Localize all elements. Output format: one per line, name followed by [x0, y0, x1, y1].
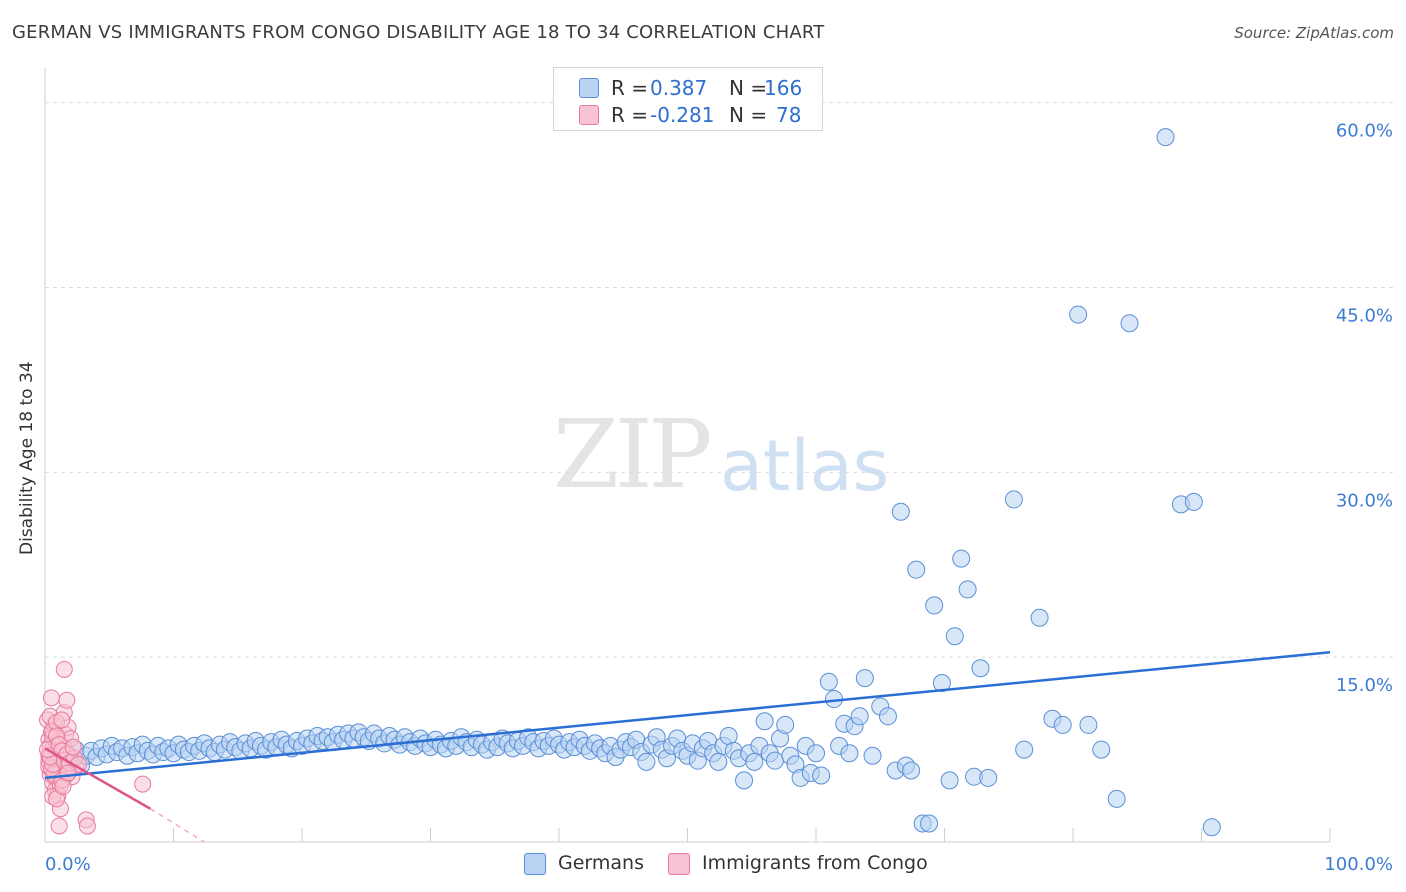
germans-point	[812, 766, 831, 785]
germans-point	[765, 751, 784, 770]
x-tick-label: 0.0%	[45, 854, 91, 875]
congo-point	[55, 660, 73, 678]
germans-point	[637, 752, 656, 771]
germans-point	[1156, 128, 1175, 147]
germans-point	[1120, 314, 1139, 333]
legend-n-label: N =	[729, 76, 768, 100]
germans-trend-line	[44, 650, 1331, 780]
x-tick-label: 100.0%	[1324, 854, 1393, 875]
legend-r-value: -0.281	[650, 103, 715, 127]
legend-n-value: 166	[764, 76, 803, 100]
germans-point	[971, 659, 990, 678]
legend-r-value: 0.387	[650, 76, 708, 100]
germans-point	[745, 752, 764, 771]
germans-point	[1015, 740, 1034, 759]
germans-point	[1069, 305, 1088, 324]
germans-point	[840, 744, 859, 763]
germans-point	[907, 560, 926, 579]
germans-point	[1202, 818, 1221, 837]
legend-swatch-congo	[579, 105, 599, 125]
germans-point	[932, 674, 951, 693]
germans-point	[878, 707, 897, 726]
germans-point	[1184, 492, 1203, 511]
germans-point	[807, 744, 825, 763]
germans-point	[945, 627, 964, 646]
germans-point	[819, 672, 838, 691]
germans-point	[1004, 490, 1023, 509]
legend-r-label: R =	[611, 103, 649, 127]
congo-point	[59, 764, 77, 782]
germans-point	[902, 761, 921, 780]
germans-point	[1053, 715, 1072, 734]
series-legend-label: Germans	[558, 852, 644, 874]
congo-trend-line	[44, 747, 151, 810]
legend-r-label: R =	[611, 76, 649, 100]
germans-point	[979, 768, 998, 787]
germans-point	[776, 715, 795, 734]
congo-point	[78, 817, 96, 835]
germans-point	[925, 596, 944, 615]
chart-title: GERMAN VS IMMIGRANTS FROM CONGO DISABILI…	[12, 22, 825, 43]
watermark-zip: ZIP	[553, 400, 712, 510]
germans-point	[755, 712, 774, 731]
germans-point	[1079, 715, 1098, 734]
germans-point	[735, 771, 754, 790]
germans-point	[891, 502, 910, 521]
congo-point	[50, 817, 68, 835]
germans-point	[863, 746, 882, 765]
watermark-atlas: atlas	[720, 425, 890, 507]
germans-point	[855, 669, 874, 688]
legend-swatch-germans	[579, 78, 599, 98]
congo-point	[134, 775, 152, 793]
congo-point	[53, 711, 71, 729]
germans-point	[952, 549, 971, 568]
legend-n-label: N =	[729, 103, 768, 127]
germans-point	[1092, 740, 1111, 759]
correlation-legend: R = 0.387 N = 166 R = -0.281 N = 78	[553, 67, 823, 131]
congo-trend-extension	[149, 808, 205, 843]
germans-point	[1030, 608, 1049, 627]
congo-point	[64, 738, 82, 756]
y-tick-label: 15.0%	[1336, 675, 1393, 696]
y-tick-label: 45.0%	[1336, 305, 1393, 326]
legend-n-value: 78	[776, 103, 802, 127]
legend-swatch-germans	[524, 853, 546, 875]
germans-point	[920, 814, 939, 833]
germans-point	[1107, 789, 1126, 808]
congo-point	[42, 689, 60, 707]
source-label: Source: ZipAtlas.com	[1234, 24, 1394, 42]
series-legend-label: Immigrants from Congo	[702, 852, 928, 874]
legend-row-congo: R = -0.281 N = 78	[554, 100, 822, 128]
germans-point	[850, 707, 869, 726]
y-tick-label: 60.0%	[1336, 121, 1393, 142]
legend-swatch-congo	[668, 853, 690, 875]
germans-point	[958, 580, 977, 599]
y-axis-label: Disability Age 18 to 34	[17, 361, 37, 555]
germans-point	[709, 752, 728, 771]
legend-row-germans: R = 0.387 N = 166	[554, 73, 822, 101]
y-tick-label: 30.0%	[1336, 490, 1393, 511]
germans-point	[940, 771, 959, 790]
congo-point	[58, 691, 76, 709]
